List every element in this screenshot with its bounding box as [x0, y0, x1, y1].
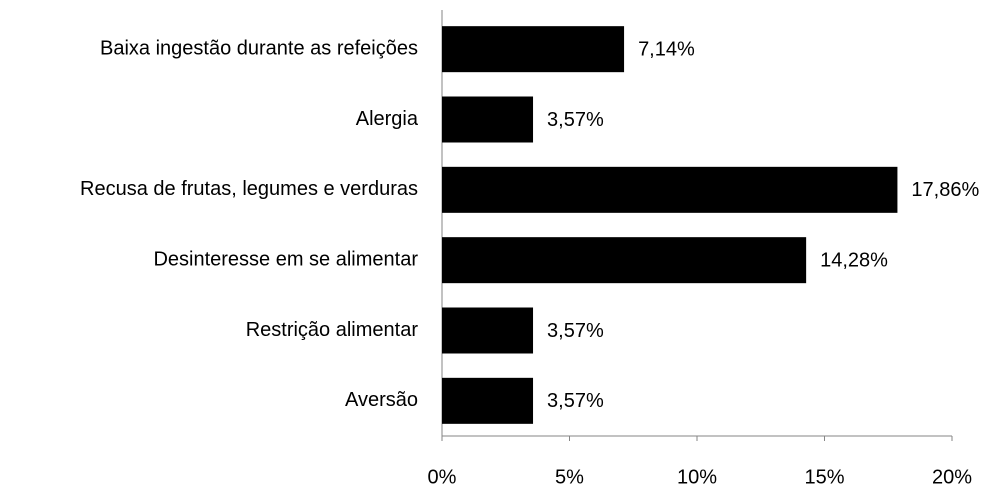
data-label: 3,57% — [547, 109, 604, 131]
bar — [442, 237, 807, 284]
bar — [442, 166, 898, 213]
bar — [442, 26, 625, 73]
x-tick-label: 15% — [804, 466, 844, 486]
x-tick-label: 10% — [677, 466, 717, 486]
data-label: 14,28% — [820, 249, 888, 271]
category-label: Aversão — [345, 389, 418, 411]
category-label: Restrição alimentar — [246, 319, 419, 341]
data-label: 3,57% — [547, 320, 604, 342]
data-label: 7,14% — [638, 38, 695, 60]
category-label: Desinteresse em se alimentar — [153, 248, 418, 270]
category-label: Recusa de frutas, legumes e verduras — [80, 178, 418, 200]
x-tick-label: 20% — [932, 466, 972, 486]
bar — [442, 377, 534, 424]
bar — [442, 96, 534, 143]
data-label: 17,86% — [911, 179, 979, 201]
data-label: 3,57% — [547, 390, 604, 412]
category-label: Alergia — [356, 108, 419, 130]
category-label: Baixa ingestão durante as refeições — [100, 37, 418, 59]
x-tick-label: 5% — [555, 466, 584, 486]
x-tick-label: 0% — [428, 466, 457, 486]
bar — [442, 307, 534, 354]
